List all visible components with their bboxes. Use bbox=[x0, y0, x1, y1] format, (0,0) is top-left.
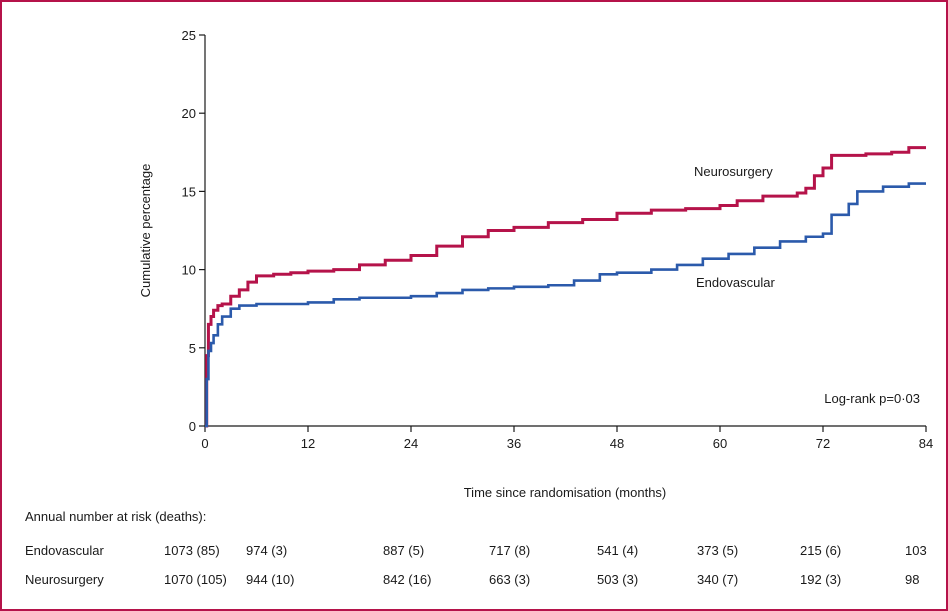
y-tick-label: 15 bbox=[182, 184, 196, 199]
series-label-neurosurgery: Neurosurgery bbox=[694, 164, 773, 179]
log-rank-annotation: Log-rank p=0·03 bbox=[824, 391, 920, 406]
risk-cell: 1073 (85) bbox=[164, 543, 220, 558]
series-line-neurosurgery bbox=[205, 146, 926, 428]
y-tick-label: 25 bbox=[182, 28, 196, 43]
x-axis-title: Time since randomisation (months) bbox=[464, 485, 667, 500]
risk-cell: 98 bbox=[905, 572, 919, 587]
x-tick-label: 72 bbox=[816, 436, 830, 451]
risk-table-heading: Annual number at risk (deaths): bbox=[25, 509, 206, 524]
risk-cell: 974 (3) bbox=[246, 543, 287, 558]
series-lines bbox=[205, 146, 926, 428]
x-tick-label: 48 bbox=[610, 436, 624, 451]
y-tick-label: 20 bbox=[182, 106, 196, 121]
x-tick-label: 36 bbox=[507, 436, 521, 451]
risk-cell: 1070 (105) bbox=[164, 572, 227, 587]
x-tick-label: 60 bbox=[713, 436, 727, 451]
y-axis-title: Cumulative percentage bbox=[138, 164, 153, 298]
risk-cell: 717 (8) bbox=[489, 543, 530, 558]
risk-cell: 503 (3) bbox=[597, 572, 638, 587]
risk-cell: 192 (3) bbox=[800, 572, 841, 587]
risk-cell: 215 (6) bbox=[800, 543, 841, 558]
risk-table: Annual number at risk (deaths): Endovasc… bbox=[25, 509, 927, 587]
y-ticks: 0 5 10 15 20 25 bbox=[182, 28, 205, 434]
risk-cell: 887 (5) bbox=[383, 543, 424, 558]
x-tick-label: 84 bbox=[919, 436, 933, 451]
y-tick-label: 5 bbox=[189, 341, 196, 356]
y-tick-label: 10 bbox=[182, 263, 196, 278]
risk-cell: 103 bbox=[905, 543, 927, 558]
x-tick-label: 12 bbox=[301, 436, 315, 451]
risk-cell: 944 (10) bbox=[246, 572, 294, 587]
y-tick-label: 0 bbox=[189, 419, 196, 434]
x-tick-label: 0 bbox=[201, 436, 208, 451]
axes bbox=[204, 35, 926, 427]
risk-cell: 541 (4) bbox=[597, 543, 638, 558]
risk-cell: 373 (5) bbox=[697, 543, 738, 558]
series-line-endovascular bbox=[205, 182, 926, 428]
series-label-endovascular: Endovascular bbox=[696, 275, 775, 290]
risk-cell: 340 (7) bbox=[697, 572, 738, 587]
risk-cell: 842 (16) bbox=[383, 572, 431, 587]
x-ticks: 0 12 24 36 48 60 72 84 bbox=[201, 426, 933, 451]
x-tick-label: 24 bbox=[404, 436, 418, 451]
risk-cell: 663 (3) bbox=[489, 572, 530, 587]
risk-row-label: Endovascular bbox=[25, 543, 104, 558]
risk-row-label: Neurosurgery bbox=[25, 572, 104, 587]
